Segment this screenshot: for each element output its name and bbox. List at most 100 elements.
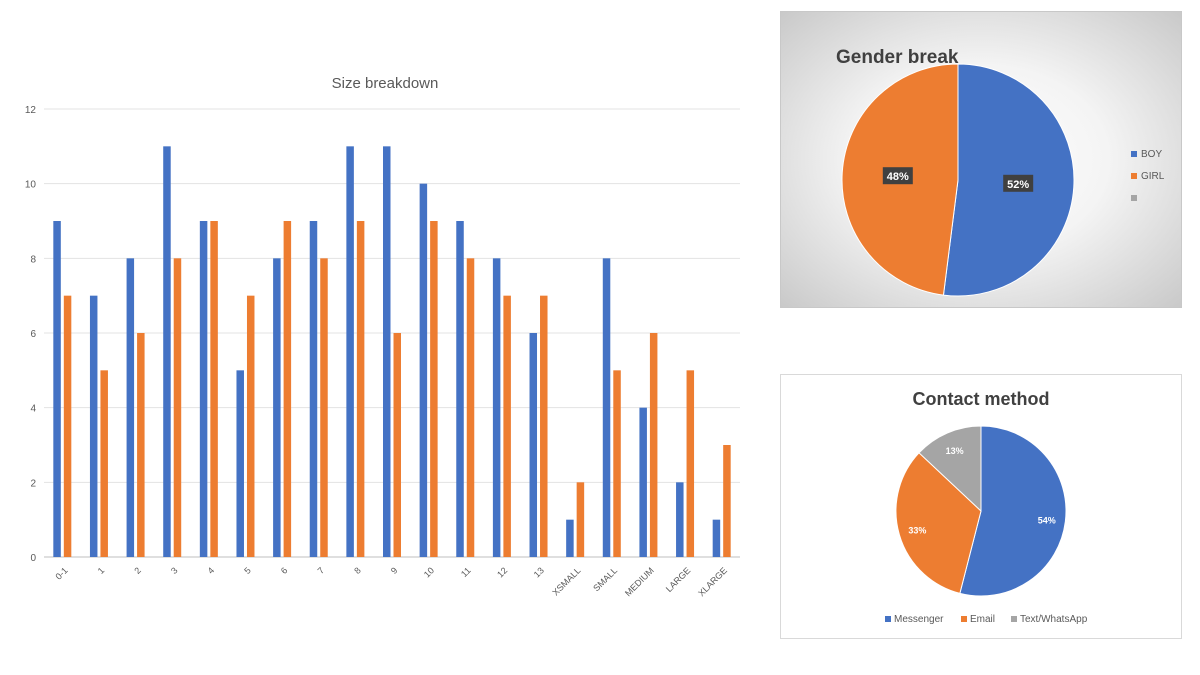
bar-series-1-4 bbox=[199, 221, 208, 557]
bar-series-2-9 bbox=[393, 333, 401, 557]
bar-series-1-MEDIUM bbox=[639, 407, 647, 557]
bar-series-1-1 bbox=[89, 295, 98, 557]
bar-series-2-13 bbox=[540, 295, 548, 557]
pie-slice-text/whatsapp bbox=[918, 425, 982, 513]
data-label: 48% bbox=[887, 171, 909, 183]
legend: BOY GIRL bbox=[1131, 149, 1165, 201]
data-label-box bbox=[1003, 174, 1034, 192]
bar-series-2-SMALL bbox=[613, 370, 621, 557]
bar-series-2-10 bbox=[430, 221, 438, 557]
size-breakdown-chart: Size breakdown 0 2 4 6 8 10 12 0-1 1 2 3 4 5 6 7 8 9 10 1… bbox=[25, 75, 740, 598]
gender-break-panel: Gender break 52% 48% BOY GIRL bbox=[780, 11, 1182, 308]
data-labels: 54% 33% 13% bbox=[908, 446, 1055, 535]
x-tick-label: SMALL bbox=[591, 565, 619, 593]
y-tick-label: 4 bbox=[30, 404, 36, 415]
bar-series-2-0-1 bbox=[63, 295, 72, 557]
contact-method-chart: Contact method 54% 33% 13% Messenger Email T… bbox=[885, 389, 1088, 625]
bar-series-2-XSMALL bbox=[576, 482, 585, 557]
x-tick-label: 3 bbox=[169, 565, 180, 576]
bar-series-1-2 bbox=[126, 258, 135, 557]
bar-series-2-XLARGE bbox=[723, 445, 731, 557]
bar-series-1-0-1 bbox=[53, 221, 61, 557]
legend: Messenger Email Text/WhatsApp bbox=[885, 614, 1088, 625]
bar-series-1-11 bbox=[456, 221, 464, 557]
y-tick-label: 10 bbox=[25, 180, 37, 191]
legend-label: GIRL bbox=[1141, 171, 1165, 182]
bar-series-1-3 bbox=[163, 146, 171, 557]
pie-slice-email bbox=[895, 452, 982, 594]
bar-series-2-MEDIUM bbox=[649, 333, 658, 557]
x-tick-label: 8 bbox=[352, 565, 363, 576]
bar-series-2-12 bbox=[503, 295, 511, 557]
gridlines bbox=[44, 108, 740, 558]
data-label: 54% bbox=[1038, 515, 1056, 525]
bar-series-2-3 bbox=[173, 258, 182, 557]
x-tick-label: 9 bbox=[389, 565, 400, 576]
x-tick-label: 0-1 bbox=[53, 565, 69, 581]
bar-series-2-7 bbox=[320, 258, 328, 557]
bar-series-2-4 bbox=[210, 221, 218, 557]
x-tick-label: 13 bbox=[532, 565, 546, 579]
x-tick-label: LARGE bbox=[664, 565, 693, 594]
x-tick-label: 11 bbox=[459, 565, 473, 579]
bar-series-1-SMALL bbox=[602, 258, 611, 557]
bar-series-1-LARGE bbox=[676, 482, 684, 557]
data-label-box bbox=[882, 167, 913, 185]
chart-title: Gender break bbox=[836, 47, 959, 68]
bar-series-1-6 bbox=[273, 258, 281, 557]
data-label: 33% bbox=[908, 525, 926, 535]
y-tick-label: 8 bbox=[30, 254, 36, 265]
legend-label: BOY bbox=[1141, 149, 1162, 160]
bar-series-2-1 bbox=[100, 370, 108, 557]
bar-series-2-5 bbox=[246, 295, 255, 557]
y-axis-ticks: 0 2 4 6 8 10 12 bbox=[25, 105, 37, 564]
x-tick-label: XLARGE bbox=[696, 565, 729, 598]
bar-series-1-XLARGE bbox=[712, 519, 721, 557]
legend-swatch bbox=[885, 616, 891, 622]
bar-series-1-XSMALL bbox=[566, 519, 574, 557]
x-tick-label: MEDIUM bbox=[623, 565, 656, 598]
legend-label: Text/WhatsApp bbox=[1020, 614, 1088, 625]
legend-swatch bbox=[1131, 151, 1137, 157]
chart-title: Size breakdown bbox=[332, 75, 439, 92]
legend-label: Email bbox=[970, 614, 995, 625]
data-label: 52% bbox=[1007, 179, 1029, 191]
bar-series-1-13 bbox=[529, 333, 538, 557]
x-axis-ticks: 0-1 1 2 3 4 5 6 7 8 9 10 11 12 13 XSMALL SMALL MEDIUM LAR… bbox=[53, 565, 729, 598]
y-tick-label: 0 bbox=[30, 553, 36, 564]
bar-series-1-9 bbox=[383, 146, 391, 557]
x-tick-label: 4 bbox=[206, 565, 217, 576]
bars bbox=[53, 146, 731, 557]
y-tick-label: 6 bbox=[30, 329, 36, 340]
x-tick-label: 1 bbox=[96, 565, 107, 576]
y-tick-label: 12 bbox=[25, 105, 37, 116]
data-label: 13% bbox=[946, 446, 964, 456]
bar-series-1-8 bbox=[346, 146, 354, 557]
x-tick-label: 2 bbox=[132, 565, 143, 576]
bar-series-1-12 bbox=[492, 258, 501, 557]
legend-swatch bbox=[1011, 616, 1017, 622]
data-labels: 52% 48% bbox=[882, 167, 1034, 192]
x-tick-label: 10 bbox=[422, 565, 436, 579]
bar-series-2-11 bbox=[466, 258, 475, 557]
x-tick-label: 7 bbox=[316, 565, 327, 576]
chart-title: Contact method bbox=[913, 389, 1050, 409]
x-tick-label: 12 bbox=[495, 565, 509, 579]
x-tick-label: 5 bbox=[242, 565, 253, 576]
bar-series-1-5 bbox=[236, 370, 244, 557]
x-tick-label: 6 bbox=[279, 565, 290, 576]
bar-series-2-LARGE bbox=[686, 370, 695, 557]
bar-series-1-10 bbox=[419, 183, 428, 557]
legend-swatch bbox=[961, 616, 967, 622]
pie-slices bbox=[895, 425, 1067, 597]
pie-slices bbox=[841, 63, 1075, 297]
legend-label: Messenger bbox=[894, 614, 944, 625]
legend-swatch bbox=[1131, 173, 1137, 179]
contact-method-panel: Contact method 54% 33% 13% Messenger Email T… bbox=[780, 374, 1182, 639]
gender-break-chart: Gender break 52% 48% BOY GIRL bbox=[836, 47, 1165, 297]
bar-series-2-6 bbox=[283, 221, 292, 557]
bar-series-2-8 bbox=[356, 221, 365, 557]
bar-series-1-7 bbox=[309, 221, 318, 557]
legend-swatch bbox=[1131, 195, 1137, 201]
pie-slice-messenger bbox=[959, 425, 1067, 597]
